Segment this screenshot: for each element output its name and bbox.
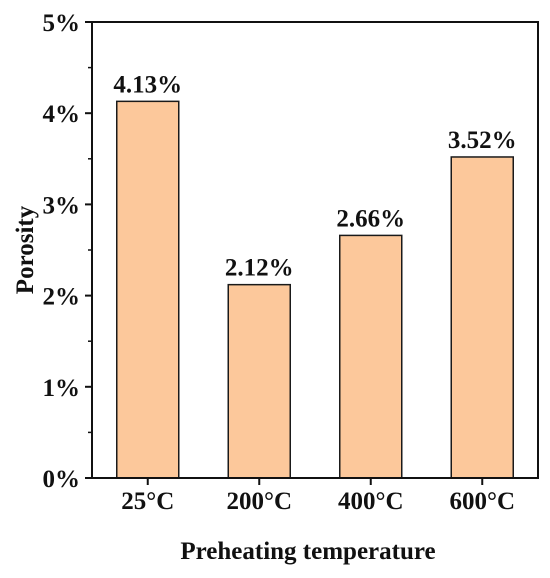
- y-tick-label: 1%: [43, 375, 81, 402]
- bar-200c: [227, 283, 291, 479]
- x-tick-label: 200°C: [226, 488, 292, 515]
- y-axis-ticks: 0% 1% 2% 3% 4% 5%: [43, 10, 92, 493]
- y-axis-title: Porosity: [12, 205, 39, 294]
- data-label: 3.52%: [448, 127, 517, 154]
- x-axis-ticks: 25°C 200°C 400°C 600°C: [121, 478, 515, 515]
- data-label: 2.66%: [336, 205, 405, 232]
- y-tick-label: 4%: [43, 101, 81, 128]
- y-tick-label: 5%: [43, 10, 81, 37]
- x-tick-label: 400°C: [338, 488, 404, 515]
- data-label: 2.12%: [225, 255, 294, 282]
- x-tick-label: 600°C: [449, 488, 515, 515]
- data-label-group: 4.13% 2.12% 2.66% 3.52%: [113, 71, 516, 281]
- plot-frame: [91, 21, 539, 479]
- bar-400c: [339, 234, 403, 479]
- bar-25c: [116, 100, 180, 479]
- x-tick-label: 25°C: [121, 488, 174, 515]
- x-axis-title: Preheating temperature: [180, 538, 435, 565]
- y-tick-label: 0%: [43, 466, 81, 493]
- y-tick-label: 3%: [43, 192, 81, 219]
- bar-group: [116, 100, 514, 479]
- bar-600c: [450, 156, 514, 479]
- y-tick-label: 2%: [43, 284, 81, 311]
- data-label: 4.13%: [113, 71, 182, 98]
